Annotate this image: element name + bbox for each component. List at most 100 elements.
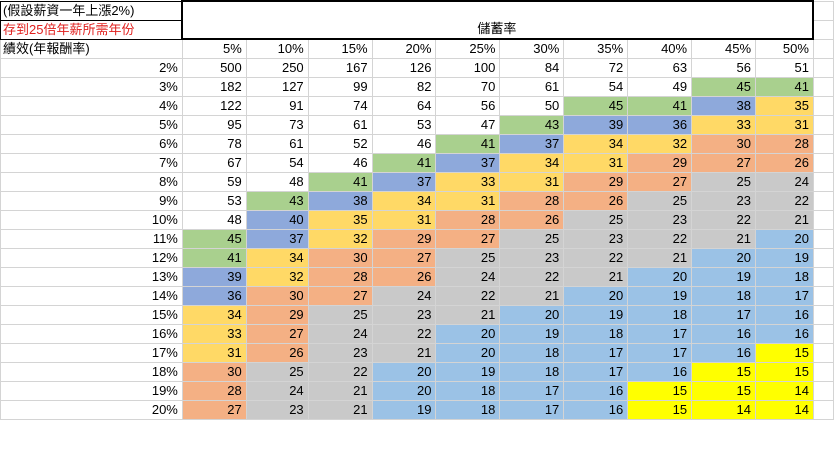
years-value-cell[interactable]: 19 — [627, 286, 693, 306]
col-header-savings-rate[interactable]: 20% — [371, 38, 437, 59]
row-header-return-rate[interactable]: 6% — [0, 134, 183, 154]
col-header-savings-rate[interactable]: 25% — [435, 38, 501, 59]
years-value-cell[interactable]: 45 — [563, 96, 629, 116]
col-header-savings-rate[interactable]: 50% — [755, 38, 814, 59]
years-value-cell[interactable]: 23 — [627, 210, 693, 230]
years-value-cell[interactable]: 33 — [181, 324, 247, 344]
years-value-cell[interactable]: 73 — [245, 115, 309, 135]
empty-cell[interactable] — [812, 229, 834, 249]
years-value-cell[interactable]: 48 — [181, 210, 247, 230]
empty-cell[interactable] — [812, 153, 834, 173]
years-value-cell[interactable]: 27 — [371, 248, 437, 268]
years-value-cell[interactable]: 32 — [307, 229, 373, 249]
years-value-cell[interactable]: 16 — [563, 400, 629, 420]
years-value-cell[interactable]: 23 — [499, 248, 565, 268]
empty-cell[interactable] — [812, 286, 834, 306]
years-value-cell[interactable]: 23 — [371, 305, 437, 325]
years-value-cell[interactable]: 26 — [245, 343, 309, 363]
years-value-cell[interactable]: 25 — [499, 229, 565, 249]
years-value-cell[interactable]: 34 — [499, 153, 565, 173]
years-value-cell[interactable]: 25 — [563, 210, 629, 230]
years-value-cell[interactable]: 41 — [307, 172, 373, 192]
years-value-cell[interactable]: 22 — [307, 362, 373, 382]
years-value-cell[interactable]: 24 — [755, 172, 814, 192]
row-header-return-rate[interactable]: 8% — [0, 172, 183, 192]
row-header-return-rate[interactable]: 15% — [0, 305, 183, 325]
years-value-cell[interactable]: 127 — [245, 77, 309, 97]
years-value-cell[interactable]: 61 — [307, 115, 373, 135]
empty-cell[interactable] — [812, 58, 834, 78]
years-value-cell[interactable]: 20 — [691, 248, 757, 268]
years-value-cell[interactable]: 67 — [181, 153, 247, 173]
years-value-cell[interactable]: 22 — [755, 191, 814, 211]
empty-cell[interactable] — [812, 115, 834, 135]
years-value-cell[interactable]: 21 — [627, 248, 693, 268]
years-value-cell[interactable]: 19 — [435, 362, 501, 382]
years-value-cell[interactable]: 16 — [691, 343, 757, 363]
years-value-cell[interactable]: 26 — [371, 267, 437, 287]
years-value-cell[interactable]: 15 — [627, 400, 693, 420]
years-value-cell[interactable]: 25 — [245, 362, 309, 382]
years-value-cell[interactable]: 20 — [435, 343, 501, 363]
years-value-cell[interactable]: 39 — [563, 115, 629, 135]
years-value-cell[interactable]: 23 — [563, 229, 629, 249]
col-header-savings-rate[interactable]: 15% — [307, 38, 373, 59]
row-header-return-rate[interactable]: 13% — [0, 267, 183, 287]
years-value-cell[interactable]: 33 — [691, 115, 757, 135]
years-value-cell[interactable]: 250 — [245, 58, 309, 78]
years-value-cell[interactable]: 41 — [181, 248, 247, 268]
years-value-cell[interactable]: 21 — [307, 381, 373, 401]
years-value-cell[interactable]: 122 — [181, 96, 247, 116]
years-value-cell[interactable]: 52 — [307, 134, 373, 154]
years-value-cell[interactable]: 34 — [245, 248, 309, 268]
years-value-cell[interactable]: 24 — [435, 267, 501, 287]
years-value-cell[interactable]: 72 — [563, 58, 629, 78]
years-value-cell[interactable]: 19 — [499, 324, 565, 344]
empty-cell[interactable] — [812, 96, 834, 116]
years-value-cell[interactable]: 30 — [307, 248, 373, 268]
years-value-cell[interactable]: 34 — [181, 305, 247, 325]
row-header-return-rate[interactable]: 18% — [0, 362, 183, 382]
years-value-cell[interactable]: 70 — [435, 77, 501, 97]
years-value-cell[interactable]: 91 — [245, 96, 309, 116]
years-value-cell[interactable]: 21 — [371, 343, 437, 363]
years-value-cell[interactable]: 32 — [627, 134, 693, 154]
years-value-cell[interactable]: 35 — [307, 210, 373, 230]
col-header-savings-rate[interactable]: 5% — [181, 38, 247, 59]
years-value-cell[interactable]: 27 — [627, 172, 693, 192]
years-value-cell[interactable]: 25 — [435, 248, 501, 268]
years-value-cell[interactable]: 63 — [627, 58, 693, 78]
years-value-cell[interactable]: 26 — [499, 210, 565, 230]
years-value-cell[interactable]: 49 — [627, 77, 693, 97]
years-value-cell[interactable]: 51 — [755, 58, 814, 78]
empty-cell[interactable] — [812, 38, 834, 59]
years-value-cell[interactable]: 20 — [627, 267, 693, 287]
years-value-cell[interactable]: 16 — [691, 324, 757, 344]
years-value-cell[interactable]: 20 — [499, 305, 565, 325]
years-value-cell[interactable]: 500 — [181, 58, 247, 78]
row-header-return-rate[interactable]: 14% — [0, 286, 183, 306]
years-value-cell[interactable]: 19 — [755, 248, 814, 268]
years-value-cell[interactable]: 26 — [563, 191, 629, 211]
years-value-cell[interactable]: 30 — [691, 134, 757, 154]
years-value-cell[interactable]: 27 — [307, 286, 373, 306]
col-header-savings-rate[interactable]: 10% — [245, 38, 309, 59]
years-value-cell[interactable]: 18 — [435, 400, 501, 420]
col-header-savings-rate[interactable]: 45% — [691, 38, 757, 59]
row-header-return-rate[interactable]: 2% — [0, 58, 183, 78]
years-value-cell[interactable]: 29 — [563, 172, 629, 192]
years-value-cell[interactable]: 20 — [371, 381, 437, 401]
years-value-cell[interactable]: 24 — [371, 286, 437, 306]
years-value-cell[interactable]: 82 — [371, 77, 437, 97]
empty-cell[interactable] — [812, 362, 834, 382]
years-value-cell[interactable]: 21 — [307, 400, 373, 420]
years-value-cell[interactable]: 34 — [563, 134, 629, 154]
years-value-cell[interactable]: 20 — [755, 229, 814, 249]
years-value-cell[interactable]: 21 — [435, 305, 501, 325]
years-value-cell[interactable]: 19 — [563, 305, 629, 325]
row-header-return-rate[interactable]: 5% — [0, 115, 183, 135]
years-value-cell[interactable]: 24 — [245, 381, 309, 401]
empty-cell[interactable] — [812, 172, 834, 192]
row-header-return-rate[interactable]: 3% — [0, 77, 183, 97]
years-value-cell[interactable]: 15 — [755, 343, 814, 363]
